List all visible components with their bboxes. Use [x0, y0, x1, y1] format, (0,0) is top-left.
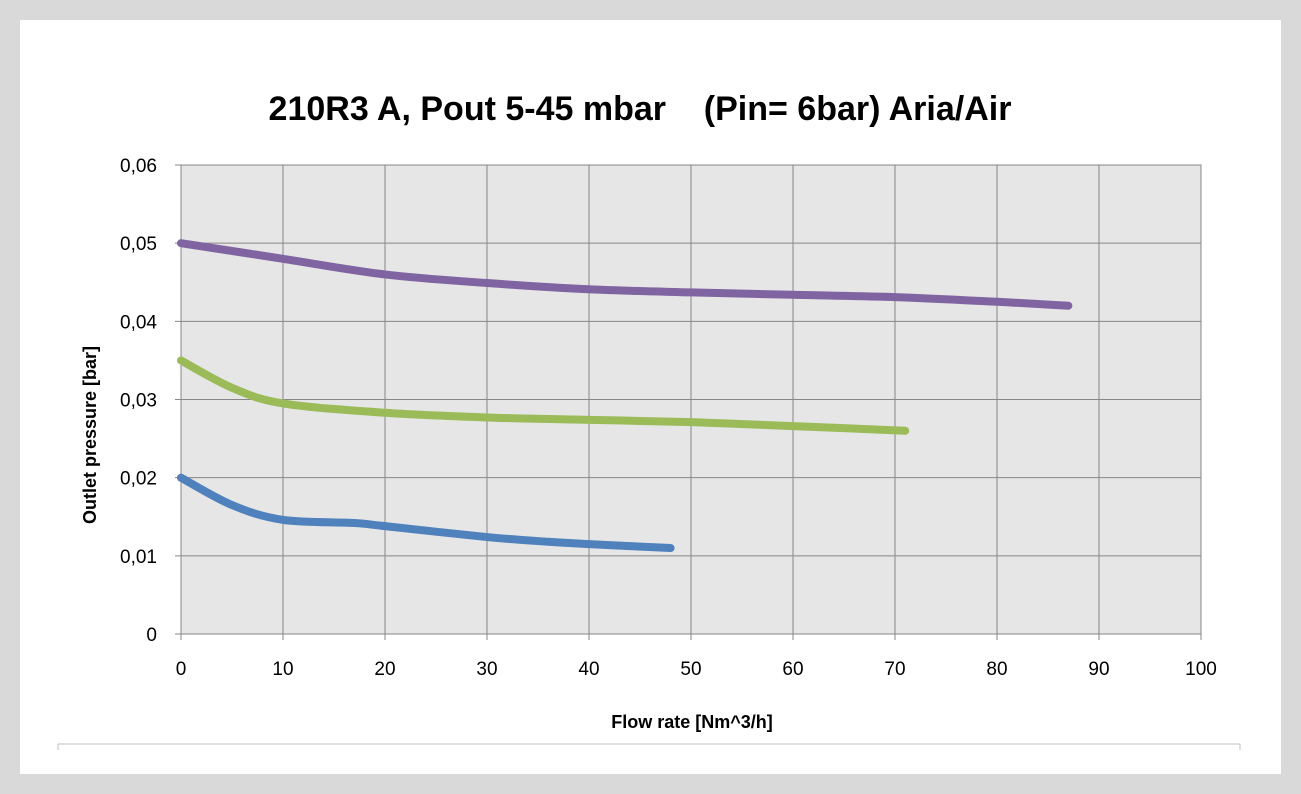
x-tick-label: 80 — [986, 659, 1007, 680]
x-tick-label: 100 — [1185, 659, 1217, 680]
y-tick-label: 0,04 — [120, 312, 157, 333]
y-axis-title: Outlet pressure [bar] — [80, 346, 100, 524]
y-tick-label: 0,01 — [120, 547, 157, 568]
series-line-1 — [177, 239, 1073, 310]
x-axis-title: Flow rate [Nm^3/h] — [611, 712, 773, 732]
x-tick-label: 20 — [374, 659, 395, 680]
x-tick-label: 60 — [782, 659, 803, 680]
series-line-2 — [177, 356, 910, 435]
series-lines — [177, 239, 1073, 553]
x-tick-label: 40 — [578, 659, 599, 680]
x-tick-label: 0 — [176, 659, 187, 680]
x-tick-label: 50 — [680, 659, 701, 680]
chart-title: 210R3 A, Pout 5-45 mbar (Pin= 6bar) Aria… — [269, 90, 1012, 128]
y-tick-label: 0 — [146, 625, 157, 646]
chart-area: 210R3 A, Pout 5-45 mbar (Pin= 6bar) Aria… — [20, 20, 1281, 774]
series-line-3 — [177, 473, 675, 553]
x-tick-label: 30 — [476, 659, 497, 680]
x-tick-label: 90 — [1088, 659, 1109, 680]
y-tick-label: 0,06 — [120, 156, 157, 177]
gridlines — [175, 164, 1202, 640]
y-tick-label: 0,03 — [120, 391, 157, 412]
y-tick-label: 0,05 — [120, 234, 157, 255]
x-tick-label: 70 — [884, 659, 905, 680]
tick-labels: 0 10 20 30 40 50 60 70 80 90 100 0 0,01 0,02 0,03 0,04 0… — [120, 156, 1217, 680]
line-chart: 210R3 A, Pout 5-45 mbar (Pin= 6bar) Aria… — [57, 90, 1241, 750]
y-tick-label: 0,02 — [120, 469, 157, 490]
x-tick-label: 10 — [272, 659, 293, 680]
